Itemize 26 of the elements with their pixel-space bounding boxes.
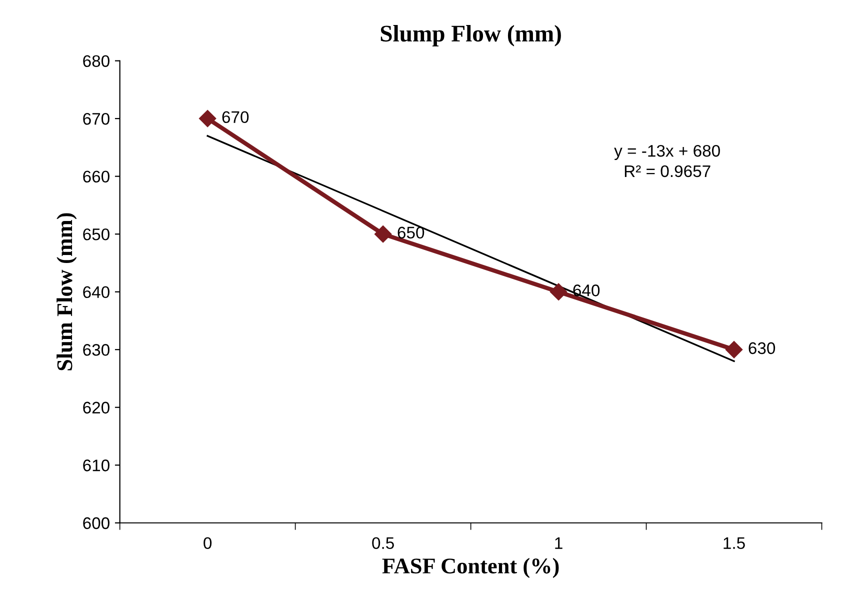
y-tick-label: 650	[83, 228, 110, 240]
y-tick-label: 670	[83, 112, 110, 125]
x-tick-label: 1	[555, 537, 562, 549]
y-tick-label: 640	[83, 286, 110, 298]
point	[199, 110, 216, 128]
y-axis-title: Slum Flow (mm)	[56, 213, 77, 370]
y-tick-label: 680	[83, 55, 110, 68]
y-tick-label: 630	[83, 344, 110, 356]
data-label: 650	[398, 226, 424, 239]
point	[550, 283, 568, 300]
x-tick-label: 0	[204, 537, 212, 550]
x-tick-label: 1.5	[724, 537, 745, 550]
y-tick-label: 620	[83, 402, 110, 414]
x-axis-title: FASF Content (%)	[382, 558, 559, 578]
y-tick-label: 610	[83, 460, 110, 472]
data-label: 630	[748, 342, 776, 354]
annotation: y = -13x + 680	[614, 144, 720, 160]
data-label: 670	[222, 111, 249, 124]
x-tick-label: 0.5	[372, 537, 394, 550]
annotation: R² = 0.9657	[624, 165, 710, 178]
y-tick-label: 600	[83, 517, 110, 530]
point	[374, 226, 392, 243]
data-label: 640	[573, 284, 600, 296]
chart-title: Slump Flow (mm)	[380, 24, 561, 46]
y-tick-label: 660	[83, 170, 110, 183]
point	[725, 341, 743, 358]
